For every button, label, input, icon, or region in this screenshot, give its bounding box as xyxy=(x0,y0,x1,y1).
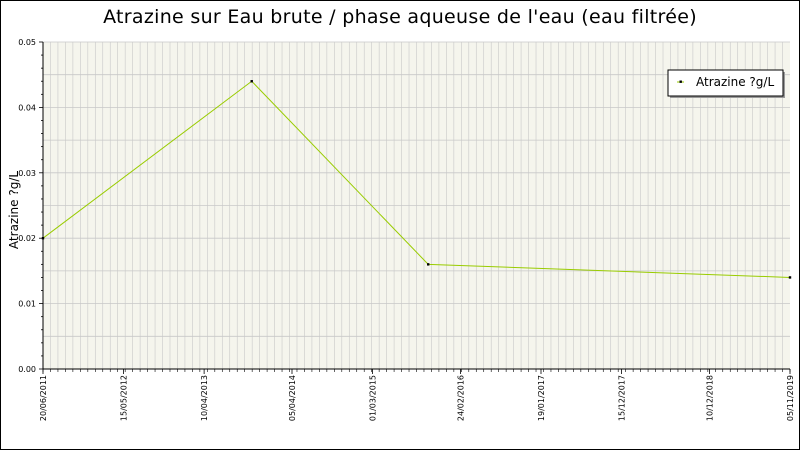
x-tick-label: 01/03/2015 xyxy=(369,375,378,421)
y-tick-label: 0.01 xyxy=(18,300,36,309)
y-tick-label: 0.02 xyxy=(18,234,36,243)
x-tick-label: 10/12/2018 xyxy=(705,375,714,421)
y-tick-label: 0.05 xyxy=(18,38,36,47)
x-tick-label: 15/12/2017 xyxy=(618,375,627,421)
x-tick-label: 24/02/2016 xyxy=(456,375,465,421)
data-point xyxy=(788,276,792,279)
x-tick-label: 19/01/2017 xyxy=(537,375,546,421)
legend-label: Atrazine ?g/L xyxy=(696,75,774,89)
x-tick-label: 10/04/2013 xyxy=(200,375,209,421)
x-tick-label: 15/05/2012 xyxy=(120,375,129,421)
y-axis-label: Atrazine ?g/L xyxy=(7,171,21,249)
x-tick-label: 20/06/2011 xyxy=(39,375,48,421)
y-tick-label: 0.04 xyxy=(18,103,36,112)
y-tick-label: 0.00 xyxy=(18,365,36,374)
legend-box xyxy=(667,69,784,97)
chart-title: Atrazine sur Eau brute / phase aqueuse d… xyxy=(103,6,697,28)
y-tick-label: 0.03 xyxy=(18,169,36,178)
data-point xyxy=(250,80,253,83)
x-tick-label: 05/11/2019 xyxy=(786,375,795,421)
series-line xyxy=(42,80,791,278)
data-point xyxy=(41,237,45,240)
data-point xyxy=(427,263,430,266)
x-tick-label: 05/04/2014 xyxy=(288,375,297,421)
legend-swatch-marker xyxy=(679,80,682,83)
